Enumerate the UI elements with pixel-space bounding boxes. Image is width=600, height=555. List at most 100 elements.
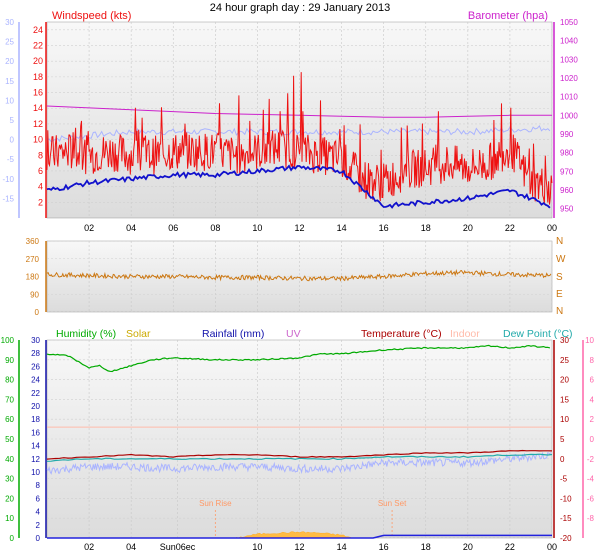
top-xtick-label: 22 — [505, 223, 515, 233]
temperature-right-tick-label: -15 — [560, 514, 572, 523]
bottom-xtick-label: 00 — [547, 542, 557, 552]
top-xtick-label: 10 — [252, 223, 262, 233]
light-temperature-bottom-line — [46, 451, 552, 475]
graph-title: 24 hour graph day : 29 January 2013 — [210, 2, 390, 14]
rain-tick-label: 6 — [36, 494, 41, 503]
windspeed-tick-label: 12 — [33, 119, 43, 129]
bottom-xtick-label: 16 — [379, 542, 389, 552]
bottom-xtick-label: 20 — [463, 542, 473, 552]
temperature-right-tick-label: -10 — [560, 494, 572, 503]
temperature-scale-line — [46, 164, 551, 209]
humidity-tick-label: 70 — [5, 395, 14, 404]
direction-tick-label: 0 — [35, 308, 40, 317]
temperature-right-tick-label: 5 — [560, 435, 565, 444]
series-layer: Sun Rise Sun Set — [46, 72, 553, 539]
rain-tick-label: 4 — [36, 508, 41, 517]
humidity-tick-label: 100 — [1, 336, 15, 345]
bottom-xtick-label: Sun06ec — [160, 542, 196, 552]
temperature-tick-label: 5 — [10, 116, 15, 125]
light-temperature-line — [46, 124, 551, 143]
solar-area — [236, 531, 353, 539]
rain-tick-label: 8 — [36, 481, 41, 490]
humidity-tick-label: 80 — [5, 376, 14, 385]
top-xtick-label: 16 — [379, 223, 389, 233]
direction-tick-label: 360 — [26, 237, 40, 246]
top-xtick-label: 12 — [294, 223, 304, 233]
barometer-tick-label: 990 — [560, 130, 574, 139]
temperature-right-tick-label: 20 — [560, 376, 569, 385]
top-xtick-label: 06 — [168, 223, 178, 233]
barometer-tick-label: 1030 — [560, 55, 578, 64]
direction-tick-label: 270 — [26, 255, 40, 264]
windspeed-tick-label: 6 — [38, 166, 43, 176]
humidity-line — [46, 344, 551, 373]
windspeed-tick-label: 18 — [33, 72, 43, 82]
windspeed-tick-label: 2 — [38, 197, 43, 207]
pink-tick-label: 10 — [585, 336, 594, 345]
rain-tick-label: 22 — [31, 389, 40, 398]
compass-label: W — [556, 254, 566, 265]
compass-label: S — [556, 272, 563, 283]
legend-item: Temperature (°C) — [361, 328, 442, 340]
pink-tick-label: -4 — [587, 475, 595, 484]
bottom-xtick-label: 22 — [505, 542, 515, 552]
bottom-xtick-label: 10 — [252, 542, 262, 552]
humidity-tick-label: 50 — [5, 435, 14, 444]
temperature-right-tick-label: 15 — [560, 395, 569, 404]
humidity-tick-label: 0 — [10, 534, 15, 543]
pink-tick-label: 4 — [590, 395, 595, 404]
humidity-tick-label: 40 — [5, 455, 14, 464]
temperature-tick-label: -15 — [2, 194, 14, 203]
barometer-tick-label: 1010 — [560, 93, 578, 102]
grid-lines — [47, 22, 553, 539]
barometer-tick-label: 950 — [560, 205, 574, 214]
barometer-tick-label: 960 — [560, 186, 574, 195]
top-xtick-label: 08 — [210, 223, 220, 233]
top-xtick-label: 02 — [84, 223, 94, 233]
bottom-xtick-label: 04 — [126, 542, 136, 552]
windspeed-tick-label: 20 — [33, 56, 43, 66]
bottom-xtick-label: 12 — [294, 542, 304, 552]
barometer-tick-label: 1020 — [560, 74, 578, 83]
windspeed-tick-label: 24 — [33, 25, 43, 35]
pink-tick-label: 8 — [590, 356, 595, 365]
top-xtick-label: 00 — [547, 223, 557, 233]
temperature-tick-label: -10 — [2, 175, 14, 184]
legend-item: Humidity (%) — [56, 328, 116, 340]
top-xtick-label: 20 — [463, 223, 473, 233]
temperature-right-tick-label: -20 — [560, 534, 572, 543]
rain-tick-label: 0 — [36, 534, 41, 543]
legend-item: UV — [286, 328, 301, 340]
humidity-tick-label: 10 — [5, 514, 14, 523]
temperature-tick-label: 30 — [5, 18, 14, 27]
windspeed-line — [46, 72, 553, 205]
rain-tick-label: 30 — [31, 336, 40, 345]
humidity-tick-label: 20 — [5, 494, 14, 503]
legend-item: Indoor — [450, 328, 480, 340]
direction-tick-label: 180 — [26, 273, 40, 282]
bottom-xtick-label: 14 — [337, 542, 347, 552]
rain-tick-label: 18 — [31, 415, 40, 424]
rain-tick-label: 26 — [31, 362, 40, 371]
rain-tick-label: 12 — [31, 455, 40, 464]
compass-label: N — [556, 306, 563, 317]
pink-tick-label: -6 — [587, 494, 595, 503]
dew-point-line — [46, 453, 553, 462]
temperature-right-tick-label: 25 — [560, 356, 569, 365]
top-xtick-label: 18 — [421, 223, 431, 233]
rain-tick-label: 16 — [31, 428, 40, 437]
temperature-tick-label: 15 — [5, 77, 14, 86]
bottom-xtick-label: 02 — [84, 542, 94, 552]
temperature-tick-label: 0 — [10, 136, 15, 145]
barometer-tick-label: 1040 — [560, 37, 578, 46]
rain-tick-label: 2 — [36, 521, 41, 530]
humidity-tick-label: 30 — [5, 475, 14, 484]
temperature-tick-label: 10 — [5, 96, 14, 105]
barometer-tick-label: 1050 — [560, 18, 578, 27]
temperature-right-tick-label: 30 — [560, 336, 569, 345]
pink-tick-label: 0 — [590, 435, 595, 444]
barometer-label: Barometer (hpa) — [468, 10, 548, 22]
temperature-right-tick-label: 0 — [560, 455, 565, 464]
windspeed-tick-label: 14 — [33, 103, 43, 113]
